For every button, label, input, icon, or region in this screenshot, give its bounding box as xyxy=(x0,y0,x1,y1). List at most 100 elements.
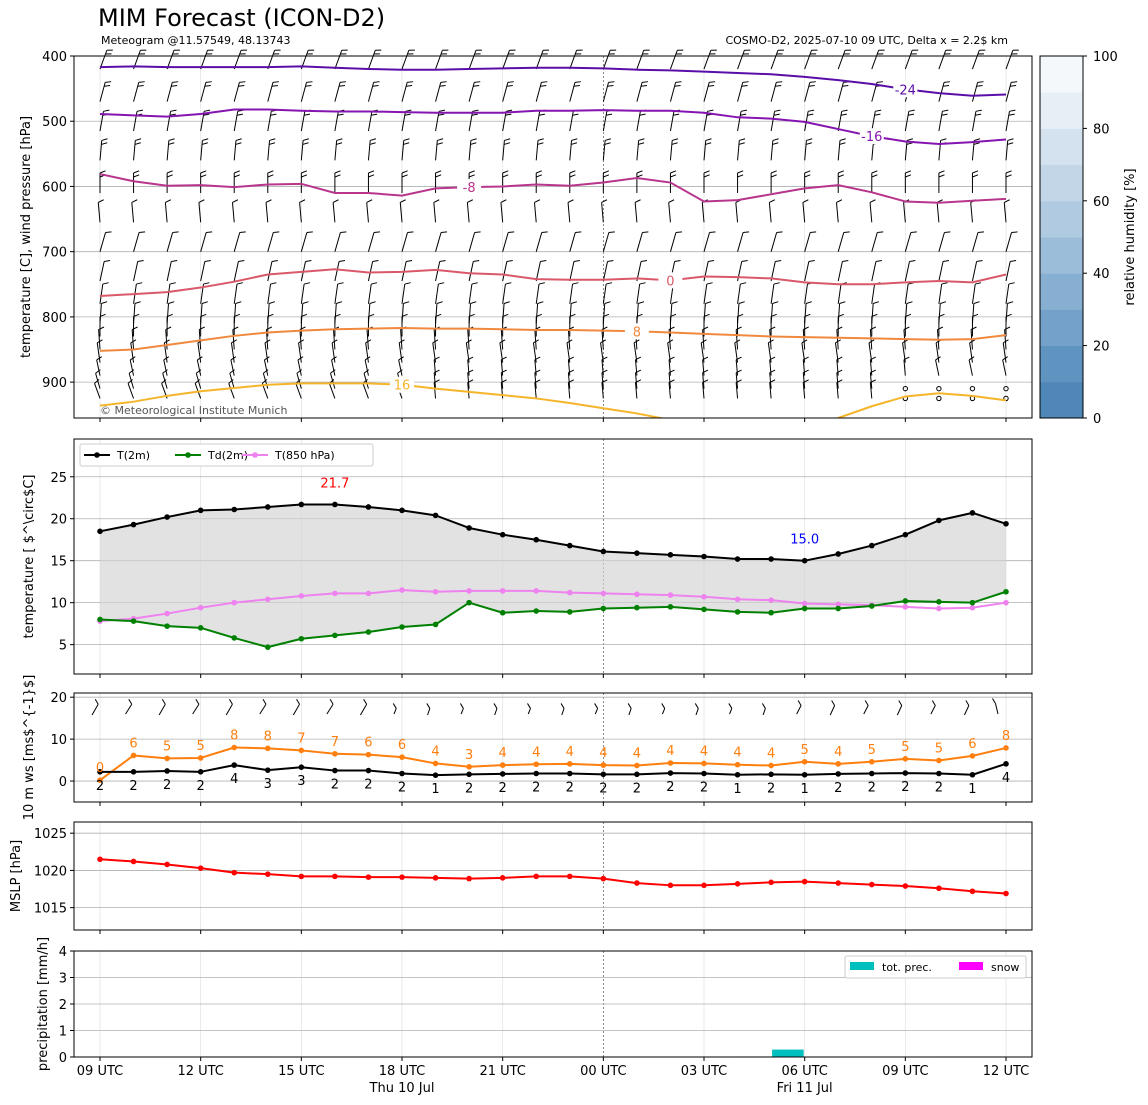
gust-value-label: 8 xyxy=(1002,729,1010,744)
t2m-point xyxy=(197,507,204,514)
barb-flag xyxy=(639,282,646,285)
y-tick-label: 1025 xyxy=(34,827,67,842)
surface-wind-barb-flag xyxy=(898,700,903,706)
wind-barb xyxy=(971,49,986,70)
wind-barb xyxy=(802,356,809,376)
mslp-ylabel: MSLP [hPa] xyxy=(9,840,24,912)
barb-flag xyxy=(104,85,111,87)
wind-barb xyxy=(334,231,347,252)
barb-flag xyxy=(638,142,645,145)
wind-barb xyxy=(703,282,713,304)
barb-shaft xyxy=(735,382,739,399)
mean-wind-value-label: 2 xyxy=(767,781,775,796)
mslp-point xyxy=(164,861,170,868)
wind-barb xyxy=(196,356,203,376)
t2m-point xyxy=(936,517,942,524)
y-tick-label: 10 xyxy=(50,733,67,748)
barb-flag xyxy=(470,301,477,304)
barb-shaft xyxy=(435,261,441,282)
t850-point xyxy=(701,593,707,600)
barb-flag xyxy=(101,301,108,304)
mslp-point xyxy=(231,869,238,876)
barb-flag xyxy=(804,170,811,174)
surface-wind-barb xyxy=(829,705,836,716)
barb-shaft xyxy=(601,329,604,350)
barb-flag xyxy=(910,231,917,233)
barb-flag xyxy=(573,85,580,87)
mean-wind-value-label: 2 xyxy=(129,779,137,794)
barb-flag xyxy=(503,142,510,145)
barb-shaft xyxy=(769,329,772,350)
barb-shaft xyxy=(398,359,403,376)
barb-flag xyxy=(538,282,545,285)
wind-barb xyxy=(468,313,475,337)
barb-flag xyxy=(99,170,106,174)
wind-barb xyxy=(467,379,474,399)
barb-flag xyxy=(269,142,276,145)
barb-shaft xyxy=(131,329,135,350)
barb-flag xyxy=(773,282,780,285)
wind-barb xyxy=(433,199,440,223)
surface-wind-barb xyxy=(259,703,267,715)
wind-barb xyxy=(602,301,611,324)
barb-flag xyxy=(405,109,412,112)
barb-flag xyxy=(702,326,709,331)
wind-barb xyxy=(970,199,977,223)
barb-shaft xyxy=(99,50,108,70)
barb-shaft xyxy=(634,359,638,376)
barb-shaft xyxy=(435,232,442,252)
wind-barb xyxy=(837,231,850,252)
wind-barb xyxy=(601,369,608,389)
td2m-point xyxy=(600,605,607,612)
mslp-point xyxy=(801,878,808,885)
mean-wind-value-label: 2 xyxy=(935,780,943,795)
barb-flag xyxy=(877,231,884,233)
wind-barb xyxy=(601,356,608,376)
humidity-colorbar-segment xyxy=(1040,381,1083,419)
barb-flag xyxy=(635,369,642,374)
barb-flag xyxy=(501,356,507,361)
barb-shaft xyxy=(871,232,878,252)
t850-line xyxy=(99,589,1007,623)
barb-flag xyxy=(467,356,474,361)
wind-barb xyxy=(99,313,106,337)
barb-flag xyxy=(638,301,645,304)
wind-barb xyxy=(231,199,239,223)
barb-shaft xyxy=(264,342,269,363)
barb-flag xyxy=(136,282,143,285)
barb-flag xyxy=(228,379,234,384)
wind-barb xyxy=(534,369,541,389)
barb-flag xyxy=(134,301,141,304)
min-temp-label: 15.0 xyxy=(790,533,819,548)
barb-flag xyxy=(842,260,849,262)
barb-shaft xyxy=(904,140,908,161)
barb-shaft xyxy=(433,202,437,223)
wind-barb xyxy=(163,356,170,376)
mean-wind-value-label: 2 xyxy=(633,781,641,796)
barb-shaft xyxy=(133,82,140,102)
wind-barb xyxy=(938,313,945,337)
wind-barb xyxy=(366,199,373,223)
barb-flag xyxy=(504,138,511,141)
mean-wind-point xyxy=(432,772,439,778)
wind-barb xyxy=(971,313,979,337)
barb-flag xyxy=(138,81,145,83)
t2m-point xyxy=(399,507,405,514)
wind-barb xyxy=(367,109,378,132)
wind-barb xyxy=(904,260,916,282)
barb-flag xyxy=(435,313,442,317)
barb-flag xyxy=(197,356,203,361)
wind-barb xyxy=(502,170,509,193)
barb-flag xyxy=(968,356,975,361)
wind-barb xyxy=(500,369,507,389)
barb-shaft xyxy=(938,111,943,132)
isotherm-label: -24 xyxy=(895,83,916,98)
barb-shaft xyxy=(233,283,238,304)
wind-barb xyxy=(836,369,843,389)
wind-barb xyxy=(300,138,309,161)
barb-shaft xyxy=(770,140,774,161)
wind-barb xyxy=(233,301,242,324)
isotherm-label: 8 xyxy=(633,325,641,340)
wind-barb xyxy=(232,326,239,350)
td2m-point xyxy=(264,644,271,650)
